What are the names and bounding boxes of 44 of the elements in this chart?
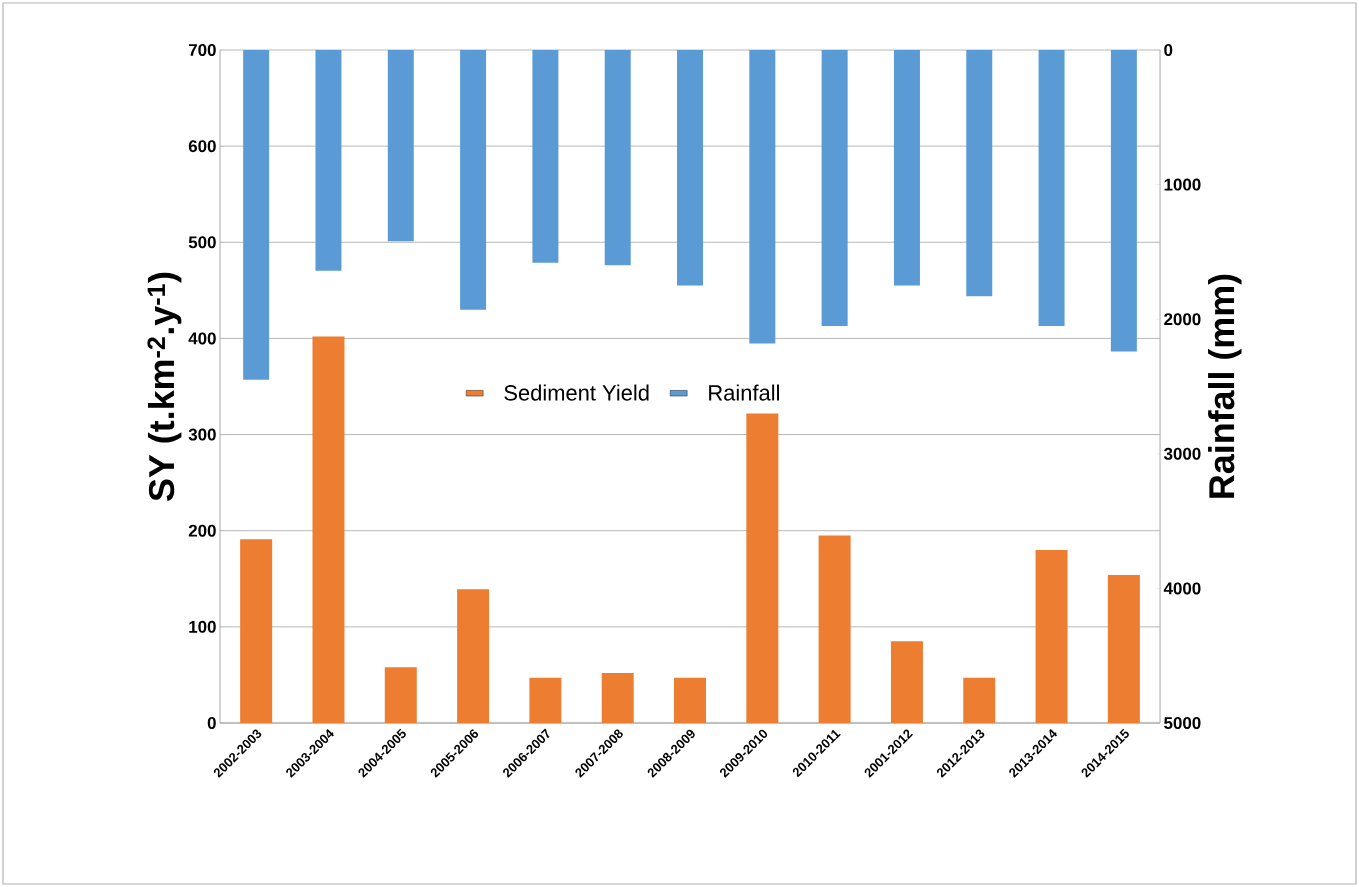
- y2-tick-label: 2000: [1164, 313, 1201, 326]
- y-tick-label: 600: [188, 140, 216, 153]
- bar: [601, 673, 634, 723]
- bar: [818, 535, 851, 723]
- bar: [821, 49, 848, 326]
- bar: [966, 49, 993, 297]
- y-tick-label: 500: [188, 236, 216, 249]
- y-tick-label: 100: [189, 620, 216, 633]
- y2-tick-label: 3000: [1163, 447, 1201, 460]
- bar: [746, 413, 779, 723]
- bar: [384, 667, 417, 723]
- bar: [963, 677, 996, 723]
- bar: [532, 49, 559, 263]
- bar: [893, 49, 920, 286]
- y-tick-label: 200: [188, 524, 216, 537]
- y2-tick-label: 5000: [1164, 717, 1201, 730]
- bar: [604, 49, 631, 266]
- y2-tick-label: 1000: [1164, 178, 1201, 191]
- bar: [674, 677, 707, 723]
- legend-label: Sediment Yield: [504, 384, 649, 401]
- bar: [1107, 574, 1140, 723]
- bar: [312, 336, 345, 723]
- bar: [1038, 49, 1065, 326]
- bar: [1035, 549, 1068, 723]
- y-axis-title: SY (t.km$^{-2}$.y$^{-1}$): [147, 272, 182, 501]
- bar: [749, 49, 776, 344]
- bar: [460, 49, 487, 310]
- bar: [677, 49, 704, 286]
- y2-tick-label: 0: [1164, 43, 1173, 56]
- legend-label: Rainfall: [709, 384, 779, 401]
- y-tick-label: 300: [188, 428, 216, 441]
- y-tick-label: 400: [188, 332, 216, 345]
- y-tick-label: 700: [188, 43, 216, 56]
- y2-tick-label: 4000: [1163, 582, 1201, 595]
- bar: [1110, 49, 1137, 352]
- bar: [315, 49, 342, 271]
- bar: [243, 49, 270, 380]
- bar: [240, 539, 273, 723]
- y2-axis-title: Rainfall (mm): [1208, 274, 1242, 498]
- bar: [387, 49, 414, 242]
- bar: [457, 589, 490, 723]
- bar: [529, 677, 562, 723]
- y-tick-label: 0: [207, 717, 216, 729]
- bar: [890, 641, 923, 723]
